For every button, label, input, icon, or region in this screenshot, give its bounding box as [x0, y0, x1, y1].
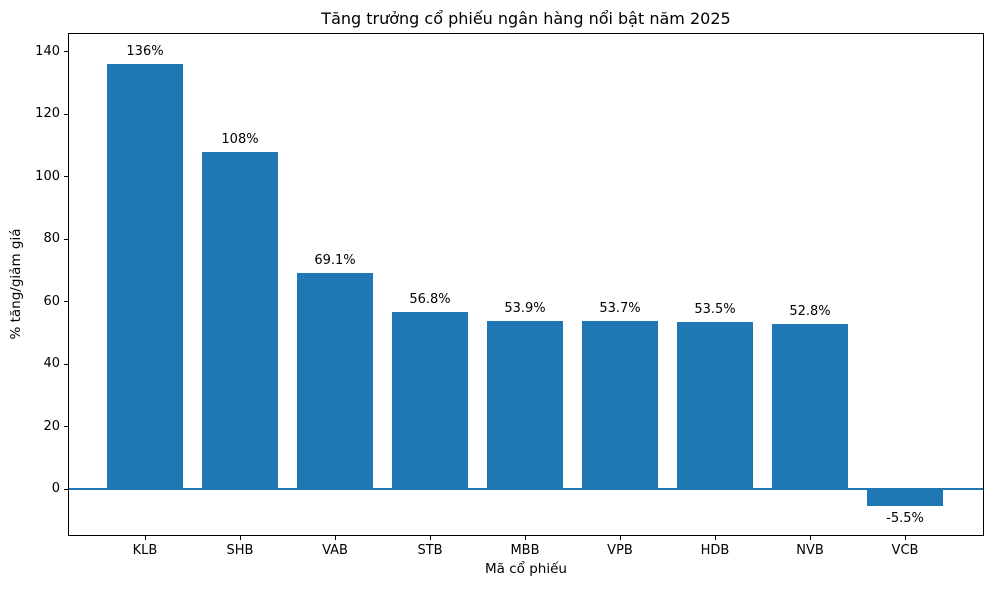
y-tick-mark [64, 363, 68, 365]
x-tick-mark [429, 536, 431, 540]
bar-value-label: 69.1% [314, 253, 356, 269]
y-tick-label: 100 [35, 168, 60, 184]
bar-MBB [487, 320, 563, 490]
x-tick-label: STB [417, 543, 443, 558]
x-tick-mark [144, 536, 146, 540]
x-tick-mark [714, 536, 716, 540]
x-tick-label: SHB [226, 543, 254, 558]
y-tick-mark [64, 238, 68, 240]
bar-value-label: 108% [221, 131, 259, 147]
x-tick-mark [334, 536, 336, 540]
x-tick-mark [619, 536, 621, 540]
x-tick-label: HDB [700, 543, 730, 558]
x-tick-label: NVB [796, 543, 824, 558]
y-tick-mark [64, 426, 68, 428]
bar-KLB [107, 64, 183, 490]
bar-VCB [867, 489, 943, 507]
bar-value-label: 56.8% [409, 291, 451, 307]
bar-HDB [677, 321, 753, 490]
zero-line [69, 488, 983, 490]
bar-value-label: 53.5% [694, 301, 736, 317]
y-tick-label: 120 [35, 106, 60, 122]
y-tick-mark [64, 51, 68, 53]
x-tick-label: KLB [132, 543, 158, 558]
y-tick-label: 60 [43, 293, 60, 309]
bar-value-label: 136% [126, 44, 164, 60]
bar-value-label: 52.8% [789, 304, 831, 320]
y-tick-label: 20 [43, 418, 60, 434]
y-tick-label: 40 [43, 356, 60, 372]
y-tick-mark [64, 301, 68, 303]
bar-SHB [202, 151, 278, 490]
y-tick-label: 140 [35, 43, 60, 59]
x-axis-label: Mã cổ phiếu [485, 561, 567, 577]
bar-value-label: 53.9% [504, 300, 546, 316]
bar-NVB [772, 324, 848, 490]
chart-title: Tăng trưởng cổ phiếu ngân hàng nổi bật n… [321, 9, 731, 28]
y-tick-label: 0 [51, 481, 60, 497]
x-tick-label: VAB [322, 543, 348, 558]
x-tick-label: MBB [510, 543, 540, 558]
y-tick-label: 80 [43, 231, 60, 247]
bar-value-label: -5.5% [886, 511, 924, 527]
x-tick-mark [904, 536, 906, 540]
x-tick-mark [809, 536, 811, 540]
y-tick-mark [64, 113, 68, 115]
x-tick-mark [524, 536, 526, 540]
x-tick-label: VPB [607, 543, 633, 558]
bar-value-label: 53.7% [599, 301, 641, 317]
y-tick-mark [64, 488, 68, 490]
bar-VAB [297, 273, 373, 490]
x-tick-mark [239, 536, 241, 540]
y-tick-mark [64, 176, 68, 178]
bar-STB [392, 311, 468, 490]
bar-VPB [582, 321, 658, 490]
x-tick-label: VCB [891, 543, 919, 558]
